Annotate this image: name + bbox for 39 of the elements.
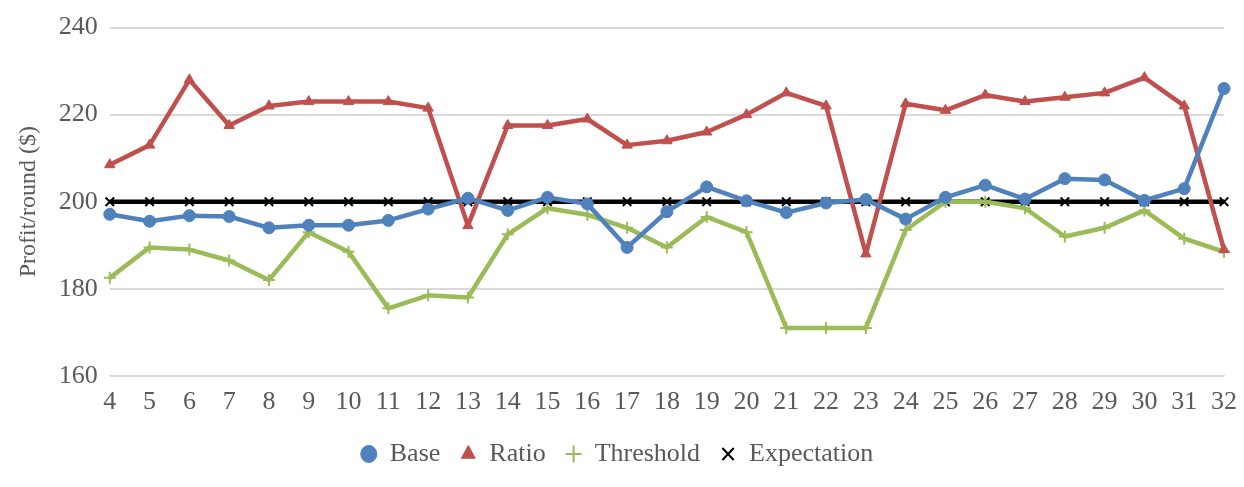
y-tick-label: 220	[58, 98, 98, 128]
x-tick-label: 12	[415, 386, 442, 416]
x-tick-label: 14	[494, 386, 521, 416]
x-tick-label: 18	[653, 386, 680, 416]
x-tick-label: 10	[335, 386, 362, 416]
legend-label: Expectation	[749, 437, 874, 467]
x-tick-label: 28	[1051, 386, 1078, 416]
x-tick-label: 9	[302, 386, 316, 416]
x-tick-label: 8	[262, 386, 276, 416]
x-tick-label: 19	[693, 386, 720, 416]
x-tick-label: 27	[1012, 386, 1039, 416]
x-tick-label: 6	[182, 386, 196, 416]
x-tick-label: 5	[143, 386, 157, 416]
y-tick-label: 240	[58, 11, 98, 41]
legend-label: Ratio	[489, 437, 546, 467]
x-tick-label: 4	[103, 386, 117, 416]
x-tick-label: 20	[733, 386, 760, 416]
x-tick-label: 25	[932, 386, 959, 416]
x-tick-label: 21	[773, 386, 800, 416]
x-tick-label: 15	[534, 386, 561, 416]
x-tick-label: 7	[222, 386, 236, 416]
legend-label: Threshold	[594, 437, 701, 467]
x-tick-label: 24	[892, 386, 919, 416]
x-tick-label: 30	[1131, 386, 1158, 416]
x-tick-label: 11	[375, 386, 401, 416]
x-tick-label: 31	[1171, 386, 1198, 416]
x-tick-label: 32	[1211, 386, 1237, 416]
y-axis-title: Profit/round ($)	[13, 126, 40, 278]
x-tick-label: 23	[852, 386, 879, 416]
x-tick-label: 17	[614, 386, 641, 416]
x-tick-label: 16	[574, 386, 601, 416]
y-tick-label: 180	[58, 272, 98, 302]
x-tick-label: 13	[454, 386, 481, 416]
x-tick-label: 22	[813, 386, 840, 416]
y-tick-label: 160	[58, 359, 98, 389]
y-tick-label: 200	[58, 185, 98, 215]
x-tick-label: 26	[972, 386, 999, 416]
legend-label: Base	[389, 437, 441, 467]
x-tick-label: 29	[1091, 386, 1118, 416]
